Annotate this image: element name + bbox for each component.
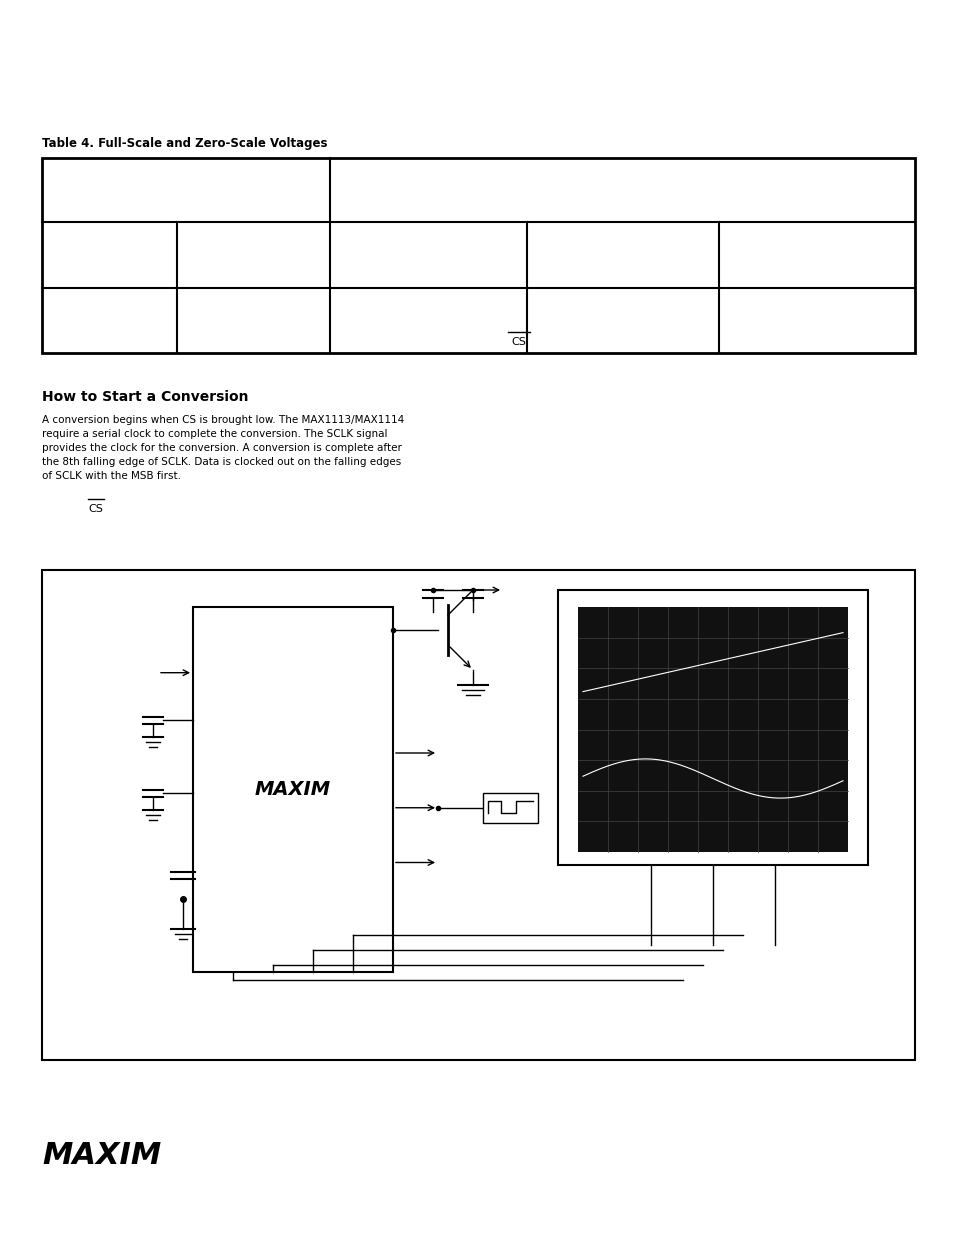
Text: A conversion begins when CS is brought low. The MAX1113/MAX1114
require a serial: A conversion begins when CS is brought l… [42, 415, 404, 480]
Text: Table 4. Full-Scale and Zero-Scale Voltages: Table 4. Full-Scale and Zero-Scale Volta… [42, 137, 327, 149]
Text: MAXIM: MAXIM [254, 781, 331, 799]
Text: CS: CS [511, 337, 526, 347]
Bar [42, 158, 914, 353]
Bar [578, 606, 847, 852]
Text: CS: CS [88, 504, 103, 514]
Bar [482, 793, 537, 823]
Bar [42, 571, 914, 1060]
Bar [558, 590, 867, 864]
Bar [193, 606, 393, 972]
Text: MAXIM: MAXIM [42, 1140, 161, 1170]
Text: How to Start a Conversion: How to Start a Conversion [42, 390, 248, 404]
